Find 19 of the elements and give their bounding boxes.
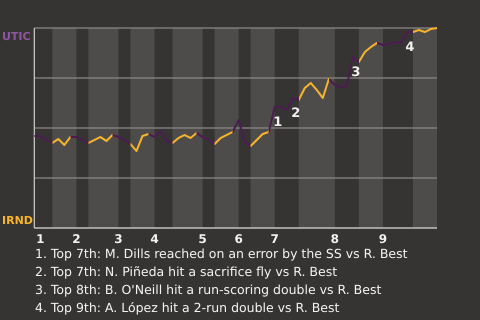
annotation: 2 <box>291 106 300 121</box>
x-tick-label: 3 <box>114 232 123 246</box>
x-tick-label: 7 <box>270 232 279 246</box>
annotation: 1 <box>273 115 282 130</box>
x-tick-label: 1 <box>36 232 44 246</box>
x-tick-label: 4 <box>150 232 159 246</box>
text: UTIC <box>2 30 31 43</box>
annotation: 4 <box>405 40 414 55</box>
x-tick-label: 9 <box>378 232 388 246</box>
x-tick-label: 5 <box>198 232 207 246</box>
annotation: 3 <box>351 65 360 80</box>
text: IRND <box>2 214 33 227</box>
text: 1. Top 7th: M. Dills reached on an error by the SS vs R. Best <box>35 246 408 261</box>
text: 3. Top 8th: B. O'Neill hit a run-scoring double vs R. Best <box>35 282 382 297</box>
x-tick-label: 6 <box>234 232 243 246</box>
x-tick-label: 2 <box>72 232 81 246</box>
text: 4. Top 9th: A. López hit a 2-run double vs R. Best <box>35 300 340 315</box>
x-tick-label: 8 <box>330 232 339 246</box>
text: 2. Top 7th: N. Piñeda hit a sacrifice fly vs R. Best <box>35 264 338 279</box>
